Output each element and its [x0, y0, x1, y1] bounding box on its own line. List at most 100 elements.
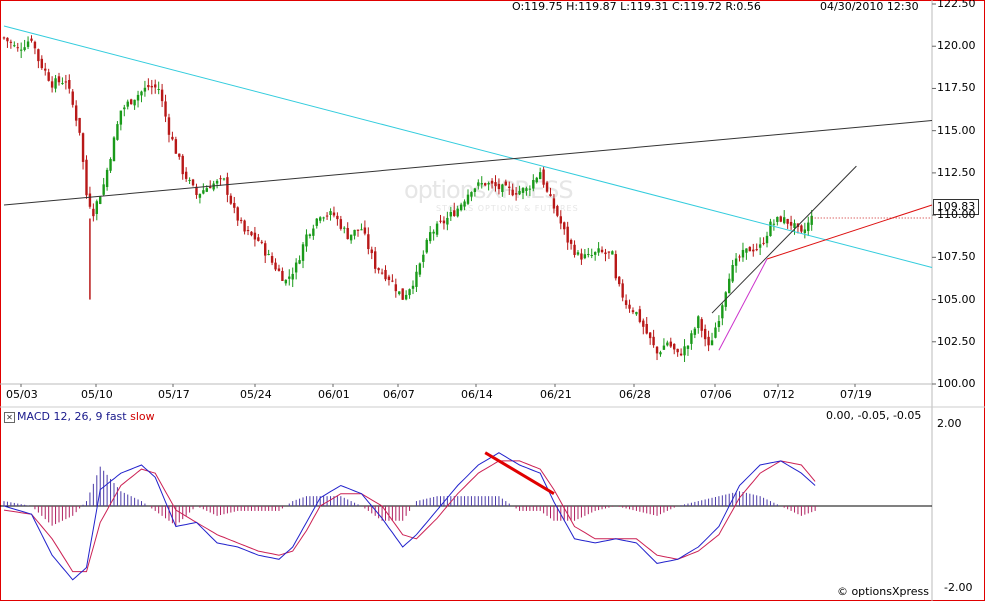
candle-body [312, 228, 315, 236]
candle-body [74, 105, 78, 121]
candle-body [638, 309, 642, 322]
candle-body [655, 346, 659, 354]
candle-body [71, 91, 74, 105]
candle-body [559, 216, 562, 224]
candle-body [755, 249, 758, 251]
y-tick-label: 122.50 [937, 0, 976, 10]
candle-body [614, 254, 617, 279]
candle-body [157, 88, 160, 90]
candle-body [511, 189, 514, 196]
candle-body [198, 193, 202, 198]
candle-body [686, 345, 690, 349]
candle-body [453, 210, 456, 216]
candle-body [518, 190, 521, 195]
candle-body [772, 223, 776, 225]
candle-body [212, 183, 215, 190]
candle-body [343, 227, 346, 229]
candle-body [779, 216, 782, 222]
candle-body [129, 99, 133, 105]
candle-body [490, 180, 494, 184]
candle-body [645, 323, 648, 334]
candle-body [143, 87, 147, 92]
trendline-cyan-resistance [3, 25, 933, 268]
candle-body [418, 263, 422, 275]
candle-body [435, 223, 439, 235]
candle-body [9, 41, 13, 43]
candle-body [363, 227, 367, 234]
candle-body [683, 346, 686, 356]
trendline-red-support [766, 204, 933, 260]
candle-body [319, 217, 322, 221]
candle-body [803, 229, 807, 233]
candle-body [545, 182, 549, 192]
candle-body [387, 276, 391, 281]
candle-body [425, 239, 428, 253]
candle-body [236, 207, 239, 221]
candle-body [184, 171, 188, 179]
candle-body [748, 246, 752, 252]
trendline-channel-lower [718, 258, 768, 351]
candle-body [783, 217, 786, 224]
candle-body [322, 217, 325, 219]
candle-body [710, 340, 714, 346]
candle-body [270, 256, 274, 263]
candle-body [690, 333, 693, 344]
candle-body [219, 178, 222, 180]
candle-body [398, 291, 401, 295]
candle-body [233, 202, 236, 208]
macd-label: MACD 12, 26, 9 fast [17, 410, 131, 423]
candle-body [786, 218, 789, 224]
y-tick-label: 107.50 [937, 250, 976, 264]
candle-body [19, 49, 23, 51]
candle-body [26, 41, 30, 47]
candle-body [648, 332, 652, 339]
candle-body [267, 253, 270, 255]
y-tick-label: 105.00 [937, 292, 976, 306]
candle-body [483, 183, 487, 186]
candle-body [580, 253, 583, 260]
candle-body [305, 234, 308, 247]
candle-body [659, 352, 662, 355]
candle-body [346, 227, 349, 240]
macd-y-tick-label: -2.00 [944, 581, 973, 594]
candle-body [508, 186, 511, 188]
candle-body [607, 251, 611, 253]
candle-body [40, 58, 44, 69]
candle-body [514, 193, 518, 195]
candle-body [133, 99, 136, 106]
candle-body [593, 252, 597, 255]
candle-body [494, 182, 497, 187]
candle-body [164, 101, 167, 117]
candle-body [628, 304, 631, 309]
datetime-readout: 04/30/2010 12:30 [820, 0, 919, 13]
candle-body [428, 232, 432, 242]
x-tick-label: 06/28 [619, 388, 651, 401]
candle-body [673, 343, 676, 350]
candle-body [123, 107, 126, 110]
x-tick-label: 05/10 [81, 388, 113, 401]
candle-body [315, 218, 318, 226]
candle-body [150, 85, 153, 88]
candle-body [752, 249, 755, 252]
candle-body [411, 285, 415, 289]
close-icon[interactable]: ✕ [4, 411, 15, 423]
macd-values: 0.00, -0.05, -0.05 [826, 409, 922, 422]
candle-body [652, 336, 655, 346]
candle-body [171, 136, 174, 140]
candle-body [604, 252, 607, 255]
candle-body [721, 305, 724, 319]
watermark-tagline: STOCKS OPTIONS & FUTURES [436, 204, 579, 213]
candle-body [394, 284, 398, 292]
candle-body [662, 345, 666, 350]
macd-y-tick-label: 2.00 [937, 417, 962, 430]
candle-body [731, 265, 734, 282]
candle-body [215, 180, 219, 184]
candle-body [449, 211, 453, 217]
candle-body [765, 235, 769, 244]
candle-body [243, 220, 246, 232]
candle-body [44, 68, 47, 71]
ohlc-readout: O:119.75 H:119.87 L:119.31 C:119.72 R:0.… [512, 0, 761, 13]
x-tick-label: 06/01 [318, 388, 350, 401]
last-price-tag: 109.83 [933, 199, 979, 215]
